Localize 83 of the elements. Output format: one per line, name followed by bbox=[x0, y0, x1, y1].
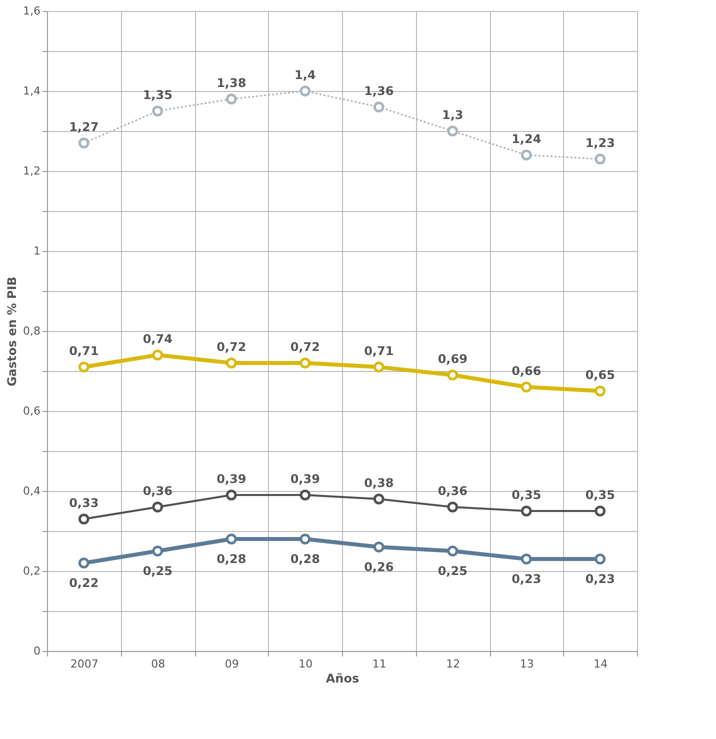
point bbox=[594, 506, 606, 516]
point bbox=[226, 490, 237, 500]
x-tick-label: 2007 bbox=[70, 658, 98, 670]
data-label: 0,28 bbox=[216, 552, 246, 566]
x-tick-label: 13 bbox=[520, 658, 534, 670]
data-label: 1,35 bbox=[142, 88, 172, 102]
point bbox=[78, 362, 90, 372]
point bbox=[152, 546, 164, 556]
data-label: 0,22 bbox=[69, 576, 99, 590]
y-tick-label: 0,6 bbox=[23, 404, 40, 418]
x-tick-label: 09 bbox=[224, 658, 239, 670]
point bbox=[226, 94, 237, 104]
data-label: 0,66 bbox=[512, 364, 542, 378]
point bbox=[447, 370, 458, 380]
data-label: 0,39 bbox=[216, 472, 246, 486]
point bbox=[520, 150, 532, 160]
point bbox=[594, 154, 606, 164]
data-label: 0,35 bbox=[585, 488, 615, 502]
data-label: 0,25 bbox=[438, 564, 468, 578]
point bbox=[78, 558, 90, 568]
point bbox=[78, 514, 90, 524]
point bbox=[152, 350, 164, 360]
point bbox=[447, 126, 458, 136]
data-label: 0,26 bbox=[364, 560, 394, 574]
x-tick-label: 10 bbox=[298, 658, 313, 670]
point bbox=[300, 86, 311, 96]
y-tick-label: 0,4 bbox=[23, 484, 40, 498]
data-label: 0,71 bbox=[364, 344, 394, 358]
data-label: 1,27 bbox=[69, 120, 99, 134]
x-tick-label: 08 bbox=[151, 658, 166, 670]
y-axis-title: Gastos en % PIB bbox=[5, 276, 20, 386]
data-label: 0,65 bbox=[585, 368, 615, 382]
data-label: 1,23 bbox=[585, 136, 615, 150]
data-label: 0,39 bbox=[290, 472, 320, 486]
point bbox=[300, 490, 311, 500]
data-label: 0,33 bbox=[69, 496, 99, 510]
point bbox=[78, 138, 90, 148]
data-label: 1,38 bbox=[216, 76, 246, 90]
y-tick-label: 0,2 bbox=[23, 564, 40, 578]
x-tick-label: 12 bbox=[446, 658, 460, 670]
x-tick-label: 11 bbox=[372, 658, 386, 670]
data-label: 1,36 bbox=[364, 84, 394, 98]
point bbox=[594, 386, 606, 396]
y-tick-label: 1,2 bbox=[23, 164, 40, 178]
x-axis-title: Años bbox=[326, 672, 360, 686]
point bbox=[226, 534, 237, 544]
data-label: 0,38 bbox=[364, 476, 394, 490]
data-label: 1,3 bbox=[442, 108, 464, 122]
point bbox=[300, 358, 311, 368]
point bbox=[373, 102, 384, 112]
data-label: 1,24 bbox=[512, 132, 542, 146]
data-label: 0,23 bbox=[585, 572, 615, 586]
data-label: 0,23 bbox=[512, 572, 542, 586]
point bbox=[520, 554, 532, 564]
data-label: 0,72 bbox=[290, 340, 320, 354]
point bbox=[152, 106, 164, 116]
data-label: 0,28 bbox=[290, 552, 320, 566]
point bbox=[152, 502, 164, 512]
point bbox=[520, 382, 532, 392]
point bbox=[520, 506, 532, 516]
point bbox=[447, 546, 458, 556]
y-tick-label: 1 bbox=[34, 244, 40, 258]
data-label: 0,36 bbox=[142, 484, 172, 498]
y-tick-label: 0 bbox=[34, 644, 40, 658]
data-label: 0,36 bbox=[438, 484, 468, 498]
point bbox=[373, 542, 384, 552]
y-tick-label: 0,8 bbox=[23, 324, 40, 338]
point bbox=[226, 358, 237, 368]
data-label: 0,35 bbox=[512, 488, 542, 502]
data-label: 0,72 bbox=[216, 340, 246, 354]
point bbox=[373, 362, 384, 372]
data-label: 1,4 bbox=[294, 68, 316, 82]
point bbox=[300, 534, 311, 544]
data-label: 0,25 bbox=[142, 564, 172, 578]
data-label: 0,71 bbox=[69, 344, 99, 358]
x-tick-label: 14 bbox=[594, 658, 608, 670]
data-label: 0,74 bbox=[142, 332, 172, 346]
point bbox=[373, 494, 384, 504]
point bbox=[447, 502, 458, 512]
y-tick-label: 1,4 bbox=[23, 84, 40, 98]
point bbox=[594, 554, 606, 564]
data-label: 0,69 bbox=[438, 352, 468, 366]
y-tick-label: 1,6 bbox=[23, 4, 40, 18]
